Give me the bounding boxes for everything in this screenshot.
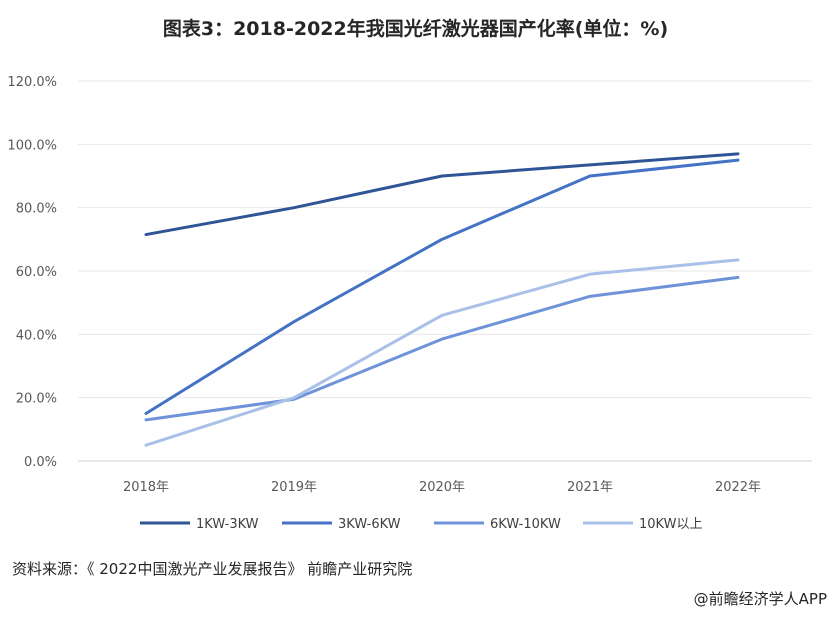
x-tick-label: 2020年 [419, 480, 465, 495]
gridlines [78, 80, 812, 462]
series-lines [144, 152, 740, 447]
x-tick-label: 2022年 [715, 480, 761, 495]
legend: 1KW-3KW 3KW-6KW 6KW-10KW 10KW以上 [140, 517, 702, 532]
legend-label: 3KW-6KW [338, 517, 401, 532]
x-axis-ticks: 2018年 2019年 2020年 2021年 2022年 [123, 480, 761, 495]
y-axis-ticks: 0.0% 20.0% 40.0% 60.0% 80.0% 100.0% 120.0% [7, 75, 57, 470]
legend-label: 10KW以上 [639, 517, 702, 532]
x-tick-label: 2019年 [271, 480, 317, 495]
credit-note: @前瞻经济学人APP [693, 590, 827, 608]
legend-label: 1KW-3KW [196, 517, 259, 532]
series-line-2 [144, 275, 740, 422]
y-tick-label: 40.0% [16, 328, 57, 343]
y-tick-label: 60.0% [16, 265, 57, 280]
y-tick-label: 80.0% [16, 202, 57, 217]
y-tick-label: 100.0% [7, 138, 57, 153]
series-line-0 [144, 152, 740, 237]
legend-label: 6KW-10KW [490, 517, 561, 532]
y-tick-label: 0.0% [24, 455, 57, 470]
series-line-1 [144, 158, 740, 415]
x-tick-label: 2021年 [567, 480, 613, 495]
y-tick-label: 120.0% [7, 75, 57, 90]
source-note: 资料来源：《 2022中国激光产业发展报告》 前瞻产业研究院 [12, 560, 413, 578]
chart-title: 图表3：2018-2022年我国光纤激光器国产化率(单位：%) [162, 18, 669, 40]
series-line-3 [144, 258, 740, 447]
x-tick-label: 2018年 [123, 480, 169, 495]
y-tick-label: 20.0% [16, 392, 57, 407]
